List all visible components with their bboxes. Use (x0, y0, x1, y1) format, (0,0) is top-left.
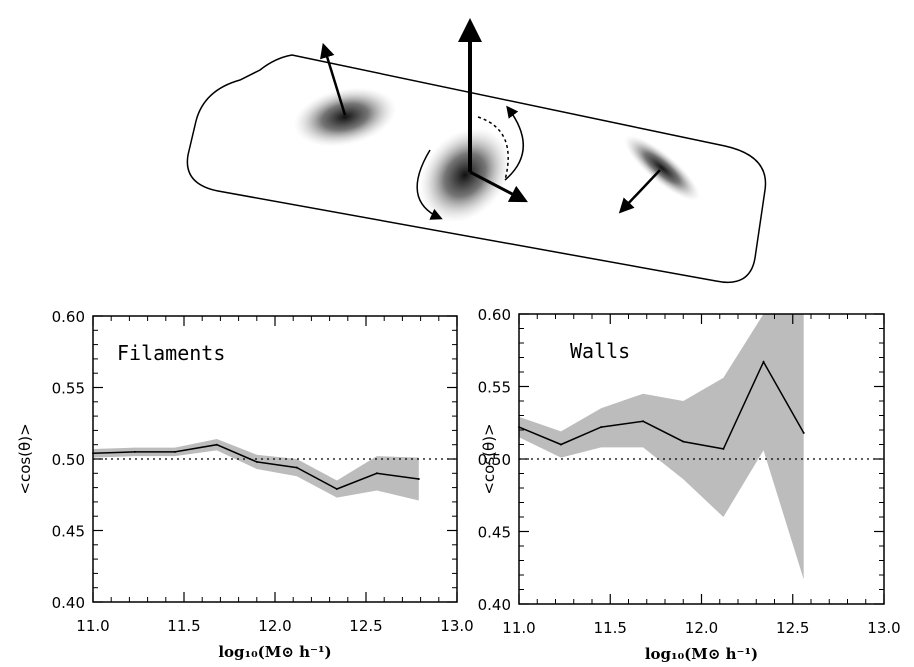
spin-arrow-left (320, 42, 347, 116)
data-point-filaments-7 (375, 472, 378, 475)
panel-title-walls: Walls (570, 339, 630, 363)
x-tick-label: 12.5 (349, 617, 382, 635)
data-point-filaments-2 (173, 450, 176, 453)
rotation-arrow-right (504, 105, 524, 181)
x-axis-label-filaments: log₁₀(M⊙ h⁻¹) (218, 643, 331, 661)
data-point-filaments-8 (417, 478, 420, 481)
x-tick-label: 11.5 (594, 619, 627, 637)
data-point-walls-7 (802, 431, 805, 434)
data-point-walls-0 (518, 426, 520, 429)
x-tick-label: 11.0 (76, 617, 109, 635)
y-tick-label: 0.45 (52, 523, 85, 541)
x-tick-label: 12.5 (776, 619, 809, 637)
spin-arrow-center-diagonal (469, 170, 528, 203)
uncertainty-band-walls (519, 314, 804, 580)
data-point-filaments-3 (215, 443, 218, 446)
y-tick-label: 0.55 (52, 380, 85, 398)
y-tick-label: 0.50 (478, 451, 511, 469)
data-point-walls-3 (642, 420, 645, 423)
y-axis-label-walls: <cos(θ)> (480, 423, 498, 494)
data-point-walls-2 (600, 426, 603, 429)
data-point-filaments-4 (255, 460, 258, 463)
y-axis-label-filaments: <cos(θ)> (16, 423, 34, 494)
y-tick-label: 0.45 (478, 524, 511, 542)
x-tick-label: 13.0 (867, 619, 900, 637)
schematic-illustration (186, 18, 767, 283)
y-tick-label: 0.50 (52, 451, 85, 469)
x-axis-label-walls: log₁₀(M⊙ h⁻¹) (645, 645, 758, 663)
data-point-walls-6 (762, 360, 765, 363)
x-tick-label: 12.0 (258, 617, 291, 635)
rotation-arrow-left (416, 149, 443, 220)
walls-panel: 11.0 11.5 12.0 12.5 13.0 0.40 0.45 0.50 0.55 0.60… (478, 306, 901, 663)
data-point-walls-4 (682, 440, 685, 443)
data-point-filaments-5 (295, 466, 298, 469)
uncertainty-band-filaments (93, 439, 419, 501)
galaxy-center (419, 127, 511, 223)
galaxy-left (293, 87, 397, 147)
filaments-panel: 11.0 11.5 12.0 12.5 13.0 0.40 0.45 0.50 0.55 0.60… (16, 308, 474, 661)
x-tick-label: 12.0 (685, 619, 718, 637)
galaxy-right (624, 135, 700, 201)
angle-arc (477, 116, 509, 181)
data-point-filaments-6 (335, 488, 338, 491)
panel-title-filaments: Filaments (117, 341, 225, 365)
x-tick-label: 11.5 (167, 617, 200, 635)
y-tick-label: 0.55 (478, 379, 511, 397)
y-tick-label: 0.40 (478, 596, 511, 614)
y-tick-label: 0.40 (52, 594, 85, 612)
spin-arrow-right (618, 169, 661, 214)
plane-outline (186, 54, 767, 283)
x-tick-label: 11.0 (502, 619, 535, 637)
data-point-filaments-0 (92, 452, 94, 455)
data-point-walls-1 (559, 443, 562, 446)
series-line-walls (518, 360, 805, 450)
data-point-filaments-1 (133, 450, 136, 453)
y-tick-label: 0.60 (478, 306, 511, 324)
y-tick-label: 0.60 (52, 308, 85, 326)
x-tick-label: 13.0 (440, 617, 473, 635)
data-point-walls-5 (722, 447, 725, 450)
